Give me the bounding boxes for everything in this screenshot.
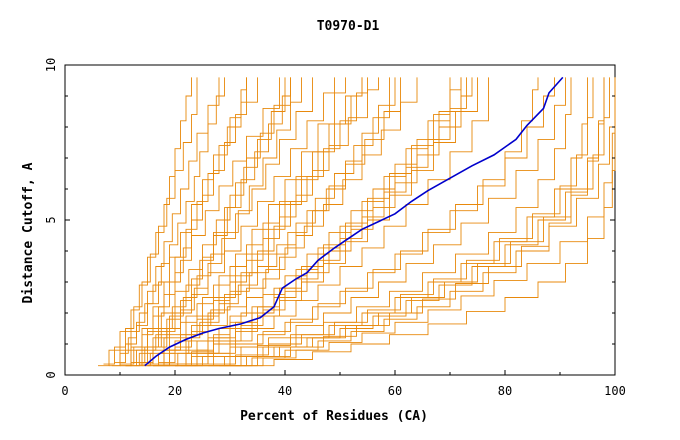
series-line-42	[186, 77, 489, 365]
series-line-3	[103, 77, 198, 365]
series-line-31	[230, 77, 616, 367]
x-tick-label-100: 100	[604, 384, 626, 398]
series-line-13	[125, 77, 286, 367]
series-line-10	[136, 77, 363, 367]
series-line-40	[224, 77, 605, 367]
series-line-6	[114, 77, 258, 364]
x-tick-label-60: 60	[388, 384, 402, 398]
chart-title: T0970-D1	[317, 19, 380, 34]
x-tick-label-20: 20	[168, 384, 182, 398]
x-tick-label-80: 80	[498, 384, 512, 398]
series-line-22	[147, 77, 390, 365]
series-line-34	[158, 77, 368, 364]
series-line-35	[153, 77, 363, 367]
y-tick-label-0: 0	[44, 371, 58, 378]
series-line-36	[142, 77, 302, 364]
series-line-11	[133, 77, 335, 364]
highlight-layer	[144, 76, 564, 367]
series-line-39	[235, 77, 616, 367]
series-layer	[98, 77, 616, 367]
series-line-41	[180, 77, 396, 367]
series-line-25	[180, 77, 539, 365]
y-tick-label-5: 5	[44, 216, 58, 223]
y-axis-label: Distance Cutoff, A	[21, 162, 36, 303]
series-line-16	[131, 77, 291, 364]
x-axis-label: Percent of Residues (CA)	[240, 409, 428, 424]
series-line-30	[191, 77, 572, 367]
series-line-20	[120, 77, 247, 367]
x-tick-label-40: 40	[278, 384, 292, 398]
highlight-series-line	[144, 76, 564, 367]
series-line-1	[111, 77, 225, 367]
x-tick-label-0: 0	[61, 384, 68, 398]
series-line-38	[169, 77, 451, 365]
y-tick-label-10: 10	[44, 58, 58, 72]
axes-layer: 0 20 40 60 80 100 0 5 10	[44, 58, 626, 398]
series-line-5	[98, 77, 192, 367]
